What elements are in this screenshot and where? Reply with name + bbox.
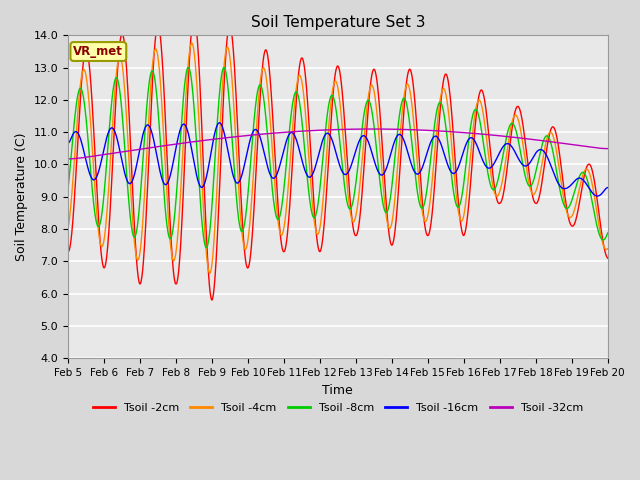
Tsoil -4cm [422,218,430,224]
Text: VR_met: VR_met [74,45,124,58]
Tsoil -16cm [422,154,429,160]
Tsoil -4cm [245,227,253,233]
Tsoil -2cm [153,26,161,32]
Tsoil -16cm [64,140,72,146]
Tsoil -16cm [171,151,179,156]
Tsoil -4cm [184,63,192,69]
Tsoil -16cm [604,185,612,191]
Tsoil -2cm [184,75,192,81]
Tsoil -8cm [184,65,192,71]
Tsoil -2cm [493,196,500,202]
Tsoil -4cm [171,255,179,261]
Tsoil -4cm [493,193,500,199]
Title: Soil Temperature Set 3: Soil Temperature Set 3 [251,15,425,30]
Tsoil -2cm [422,230,430,236]
Tsoil -32cm [184,140,192,145]
Tsoil -16cm [245,142,253,148]
Tsoil -4cm [540,147,548,153]
Tsoil -8cm [171,209,179,215]
Tsoil -4cm [64,225,72,231]
Tsoil -2cm [172,280,179,286]
Tsoil -2cm [245,262,253,267]
Tsoil -8cm [493,182,500,188]
Tsoil -32cm [540,138,548,144]
Tsoil -8cm [203,245,211,251]
Tsoil -2cm [64,249,72,254]
Tsoil -4cm [604,246,612,252]
Tsoil -32cm [244,132,252,138]
Tsoil -2cm [604,255,612,261]
Line: Tsoil -8cm: Tsoil -8cm [68,68,608,248]
Tsoil -4cm [188,40,196,46]
Tsoil -16cm [492,156,500,162]
Line: Tsoil -2cm: Tsoil -2cm [68,29,608,300]
Y-axis label: Soil Temperature (C): Soil Temperature (C) [15,132,28,261]
Tsoil -16cm [540,149,548,155]
Tsoil -32cm [422,127,429,133]
Tsoil -16cm [216,120,223,126]
Line: Tsoil -16cm: Tsoil -16cm [68,123,608,196]
Tsoil -2cm [208,297,216,303]
Tsoil -4cm [206,270,214,276]
Line: Tsoil -4cm: Tsoil -4cm [68,43,608,273]
Tsoil -8cm [604,230,612,236]
Tsoil -32cm [64,156,72,162]
Tsoil -8cm [184,65,192,71]
Tsoil -8cm [422,192,430,197]
Tsoil -32cm [492,132,500,138]
Tsoil -32cm [369,126,376,132]
Tsoil -8cm [540,136,548,142]
Legend: Tsoil -2cm, Tsoil -4cm, Tsoil -8cm, Tsoil -16cm, Tsoil -32cm: Tsoil -2cm, Tsoil -4cm, Tsoil -8cm, Tsoi… [88,398,588,417]
Tsoil -32cm [171,141,179,147]
Tsoil -16cm [594,193,602,199]
X-axis label: Time: Time [323,384,353,396]
Tsoil -32cm [604,146,612,152]
Tsoil -2cm [540,163,548,169]
Tsoil -8cm [64,186,72,192]
Tsoil -8cm [245,177,253,183]
Tsoil -16cm [184,130,192,135]
Line: Tsoil -32cm: Tsoil -32cm [68,129,608,159]
